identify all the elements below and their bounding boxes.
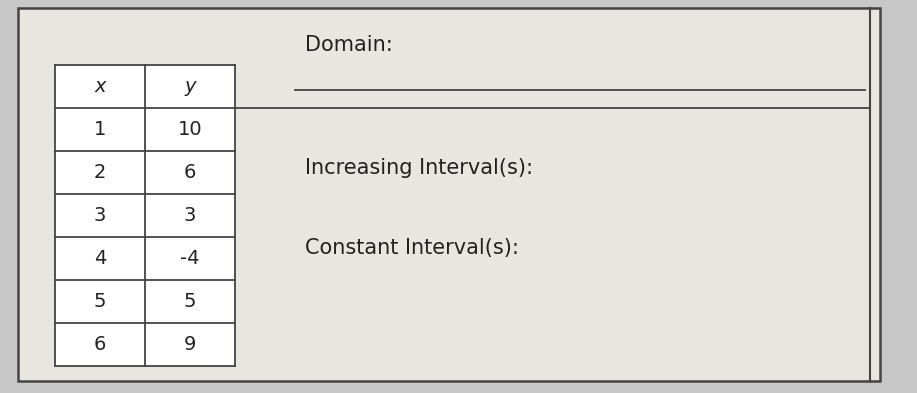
Text: 3: 3 [94, 206, 106, 225]
Text: Increasing Interval(s):: Increasing Interval(s): [305, 158, 533, 178]
Text: 1: 1 [94, 120, 106, 139]
Text: 3: 3 [183, 206, 196, 225]
Text: 6: 6 [94, 335, 106, 354]
Text: 6: 6 [183, 163, 196, 182]
Text: 5: 5 [94, 292, 106, 311]
Text: Constant Interval(s):: Constant Interval(s): [305, 238, 519, 258]
Text: 10: 10 [178, 120, 203, 139]
Text: 5: 5 [183, 292, 196, 311]
Text: x: x [94, 77, 105, 96]
Bar [55, 65, 235, 366]
Text: 4: 4 [94, 249, 106, 268]
Text: 2: 2 [94, 163, 106, 182]
Text: Domain:: Domain: [305, 35, 392, 55]
Text: y: y [184, 77, 195, 96]
Text: 9: 9 [183, 335, 196, 354]
Text: -4: -4 [181, 249, 200, 268]
